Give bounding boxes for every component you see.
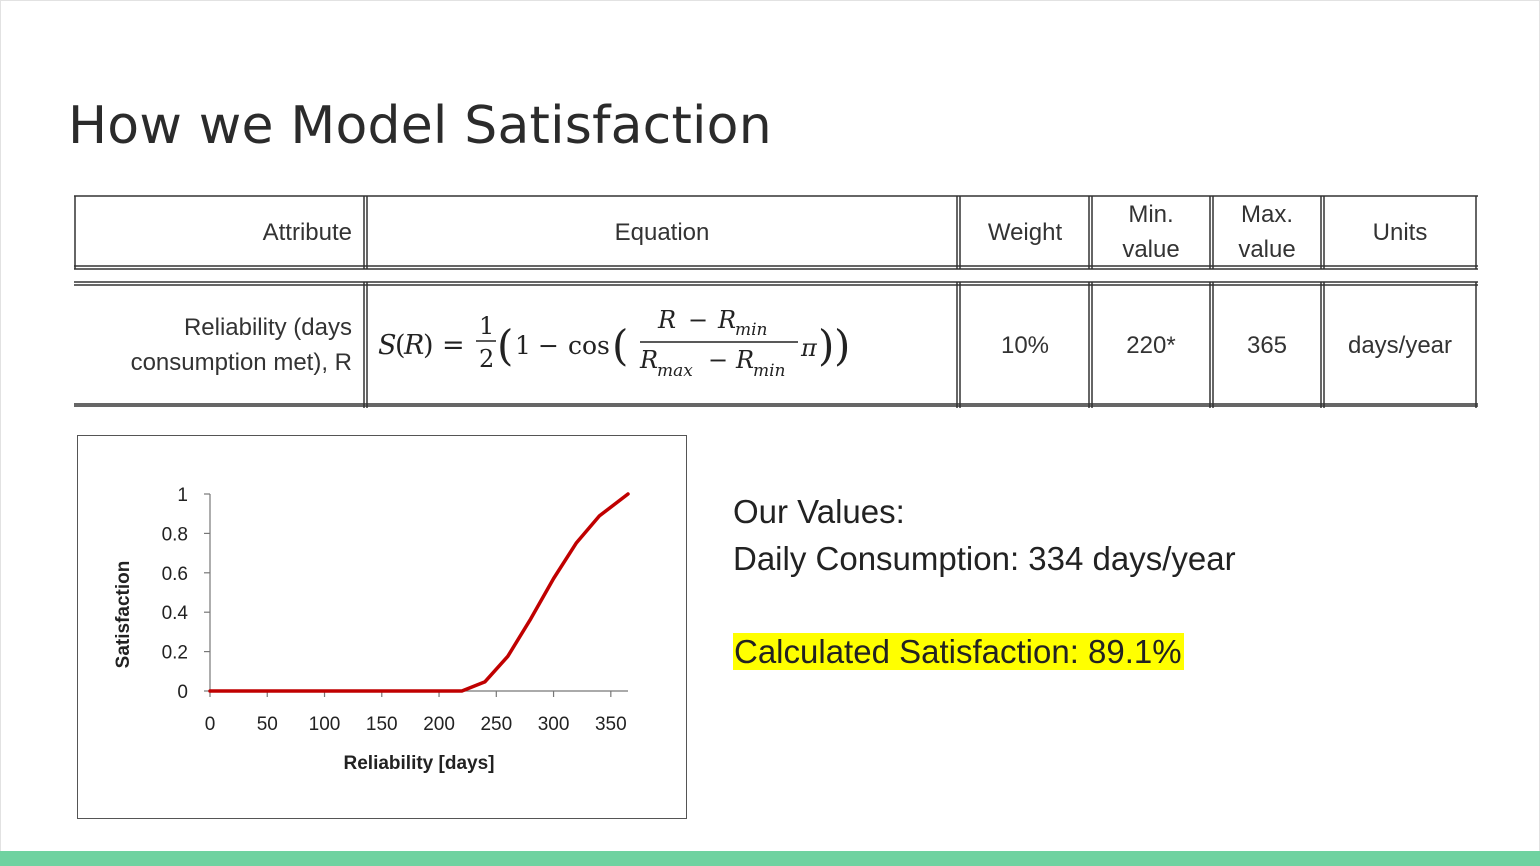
x-axis-label: Reliability [days] bbox=[344, 753, 495, 774]
y-tick-label: 0 bbox=[177, 682, 188, 703]
x-tick-label: 350 bbox=[595, 714, 627, 735]
svg-text:−: − bbox=[708, 346, 728, 374]
values-spacer bbox=[733, 582, 1236, 628]
cell-max-value: 365 bbox=[1246, 331, 1288, 359]
cell-attribute: Reliability (days consumption met), R bbox=[78, 286, 352, 404]
header-max-value: Max. value bbox=[1238, 201, 1296, 263]
svg-text:R: R bbox=[735, 346, 754, 374]
satisfaction-table: Attribute Equation Weight Min. value Max… bbox=[74, 194, 1478, 410]
svg-text:1: 1 bbox=[479, 312, 494, 340]
table-grid bbox=[74, 195, 1478, 408]
satisfaction-equation: S ( R ) = 1 2 ( 1 − cos ( R − R min R ma… bbox=[378, 306, 850, 381]
svg-text:1: 1 bbox=[515, 331, 531, 360]
y-tick-label: 0.4 bbox=[162, 603, 189, 624]
svg-text:): ) bbox=[834, 321, 850, 370]
cell-weight: 10% bbox=[1000, 331, 1050, 359]
header-attribute: Attribute bbox=[262, 218, 352, 246]
svg-text:π: π bbox=[800, 334, 818, 362]
x-tick-label: 50 bbox=[257, 714, 278, 735]
svg-text:): ) bbox=[818, 321, 834, 370]
svg-text:R: R bbox=[657, 306, 676, 334]
svg-text:): ) bbox=[423, 330, 434, 361]
svg-text:−: − bbox=[688, 306, 708, 334]
x-tick-label: 250 bbox=[480, 714, 512, 735]
svg-text:(: ( bbox=[497, 321, 513, 370]
satisfaction-curve bbox=[208, 492, 630, 693]
svg-text:cos: cos bbox=[568, 331, 610, 360]
svg-text:S: S bbox=[378, 330, 397, 361]
cell-min-value: 220* bbox=[1126, 331, 1176, 359]
y-axis-label: Satisfaction bbox=[113, 561, 134, 669]
attribute-line-1: Reliability (days bbox=[183, 314, 352, 341]
svg-text:−: − bbox=[538, 331, 559, 360]
x-tick-label: 150 bbox=[366, 714, 398, 735]
x-tick-label: 300 bbox=[538, 714, 570, 735]
svg-text:(: ( bbox=[395, 330, 406, 361]
header-min-value: Min. value bbox=[1122, 201, 1180, 263]
slide-title: How we Model Satisfaction bbox=[68, 96, 772, 156]
svg-text:2: 2 bbox=[479, 345, 494, 373]
header-weight: Weight bbox=[987, 218, 1063, 246]
header-equation: Equation bbox=[614, 218, 710, 246]
attribute-line-2: consumption met), R bbox=[130, 349, 352, 376]
y-tick-label: 0.6 bbox=[162, 564, 188, 585]
y-tick-label: 1 bbox=[177, 485, 188, 506]
svg-text:min: min bbox=[753, 361, 786, 381]
satisfaction-chart: 0 0.2 0.4 0.6 0.8 1 0 50 100 150 200 250 300 350 Relia… bbox=[77, 435, 687, 819]
calculated-satisfaction: Calculated Satisfaction: 89.1% bbox=[733, 633, 1184, 670]
our-values: Our Values: Daily Consumption: 334 days/… bbox=[733, 488, 1236, 675]
x-tick-label: 0 bbox=[205, 714, 216, 735]
svg-text:max: max bbox=[657, 361, 693, 381]
accent-bar bbox=[0, 851, 1540, 866]
x-tick-label: 100 bbox=[309, 714, 341, 735]
y-tick-label: 0.2 bbox=[162, 643, 188, 664]
cell-units: days/year bbox=[1347, 331, 1453, 359]
chart-canvas: 0 0.2 0.4 0.6 0.8 1 0 50 100 150 200 250 300 350 Relia… bbox=[113, 485, 630, 774]
x-tick-label: 200 bbox=[423, 714, 455, 735]
svg-text:R: R bbox=[639, 346, 658, 374]
header-units: Units bbox=[1372, 218, 1428, 246]
svg-text:R: R bbox=[717, 306, 736, 334]
values-heading: Our Values: bbox=[733, 493, 905, 530]
svg-text:R: R bbox=[403, 330, 424, 361]
svg-text:min: min bbox=[735, 320, 768, 340]
svg-text:(: ( bbox=[612, 321, 628, 370]
daily-consumption: Daily Consumption: 334 days/year bbox=[733, 540, 1236, 577]
y-tick-label: 0.8 bbox=[162, 524, 188, 545]
svg-text:=: = bbox=[442, 330, 465, 361]
